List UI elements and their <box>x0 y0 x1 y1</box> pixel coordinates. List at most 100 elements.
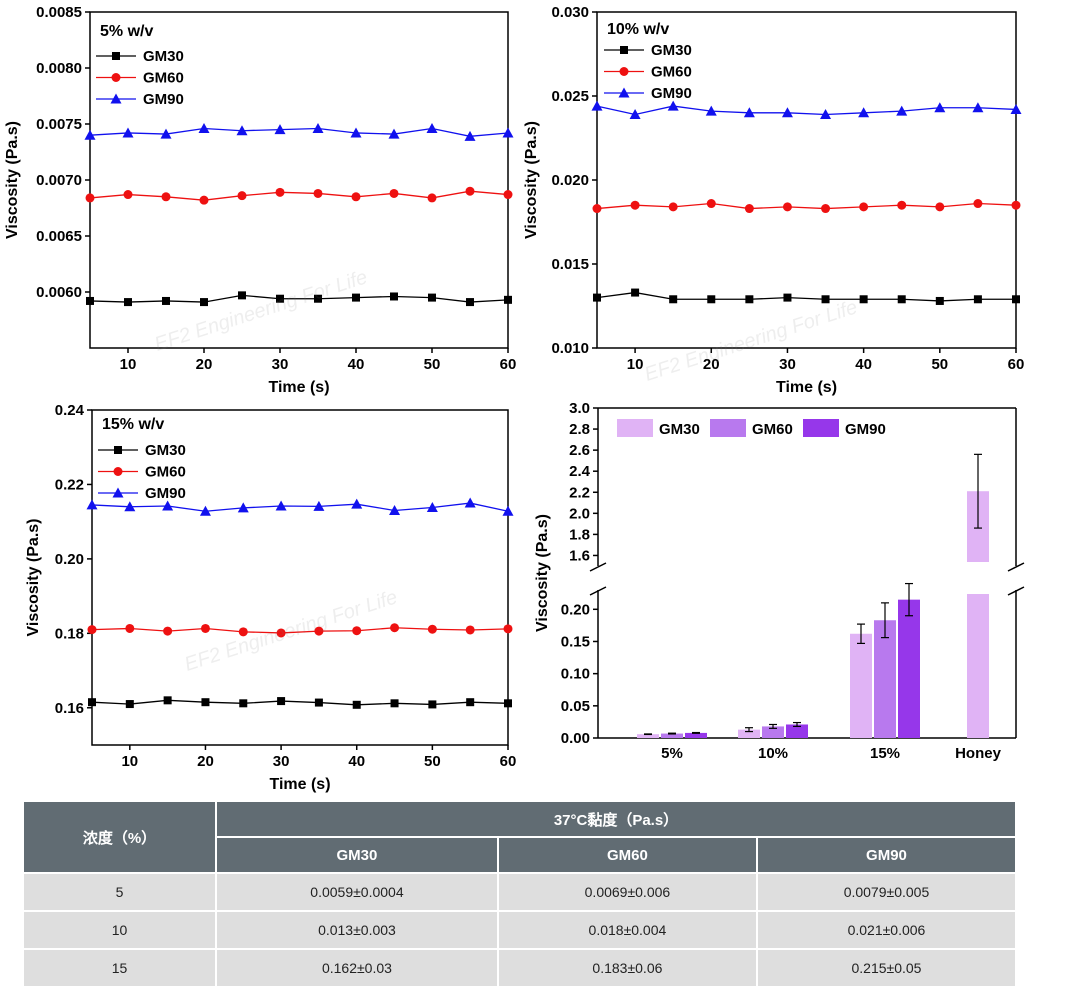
data-point <box>504 699 512 708</box>
data-point <box>426 502 438 513</box>
data-point <box>88 698 96 707</box>
y-axis-label: Viscosity (Pa.s) <box>523 121 540 239</box>
x-tick-label: 30 <box>779 356 796 373</box>
data-point <box>669 295 678 304</box>
data-point <box>163 626 173 636</box>
series-line-gm60 <box>596 202 1017 210</box>
data-point <box>428 293 436 302</box>
data-point <box>276 628 286 638</box>
data-point <box>238 627 248 637</box>
x-tick-label: 20 <box>196 356 213 373</box>
legend-label: GM90 <box>651 85 692 102</box>
data-point <box>934 102 946 113</box>
data-point <box>85 193 95 203</box>
x-tick-label: Honey <box>955 745 1002 762</box>
table-cell: 0.018±0.004 <box>498 910 756 948</box>
data-point <box>162 500 174 511</box>
y-tick-label: 0.025 <box>551 88 589 105</box>
data-point <box>200 623 210 633</box>
x-axis-label: Time (s) <box>776 379 837 396</box>
data-point <box>706 199 716 209</box>
y-tick-label: 1.8 <box>569 526 590 543</box>
legend-swatch <box>617 419 653 437</box>
legend-marker <box>111 73 121 82</box>
x-tick-label: 50 <box>931 356 948 373</box>
legend-marker <box>619 67 629 76</box>
bar-honey-lower <box>967 594 989 738</box>
table-cell: 0.183±0.06 <box>498 948 756 986</box>
data-point <box>237 191 247 201</box>
figure-canvas: 10 20 30 40 50 600.00600.00650.00700.00750.00… <box>4 4 1025 793</box>
legend-marker <box>620 46 628 54</box>
data-point <box>86 296 94 305</box>
series-line-gm60 <box>91 627 509 634</box>
x-tick-label: 60 <box>500 753 517 770</box>
data-point <box>427 624 437 634</box>
data-point <box>160 128 172 139</box>
header-gm30: GM30 <box>217 838 497 872</box>
y-tick-label: 0.0070 <box>36 172 82 189</box>
bar-gm60 <box>661 733 683 738</box>
data-point <box>502 505 514 516</box>
table-cell: 0.013±0.003 <box>217 910 497 948</box>
x-tick-label: 20 <box>703 356 720 373</box>
y-tick-label: 0.0080 <box>36 60 82 77</box>
legend-label: GM90 <box>845 421 886 438</box>
data-point <box>935 296 944 305</box>
data-point <box>1012 295 1020 304</box>
y-tick-label: 0.00 <box>561 730 590 747</box>
data-point <box>238 291 246 300</box>
table-cell: 0.0079±0.005 <box>757 872 1015 910</box>
bar-gm30 <box>637 734 659 738</box>
data-point <box>389 505 401 515</box>
data-point <box>275 187 285 197</box>
data-point <box>935 202 945 212</box>
data-point <box>593 293 601 302</box>
data-point <box>972 102 984 113</box>
table-cell: 0.162±0.03 <box>217 948 497 986</box>
y-tick-label: 0.10 <box>561 666 590 683</box>
data-point <box>390 623 400 633</box>
legend-label: GM60 <box>145 464 186 481</box>
viscosity-table: 浓度（%） 37°C黏度（Pa.s） GM30 GM60 GM90 5 0.00… <box>22 802 1017 986</box>
y-tick-label: 0.030 <box>551 4 589 21</box>
data-point <box>592 204 602 214</box>
data-point <box>859 295 868 304</box>
bar-gm90 <box>898 599 920 738</box>
legend-label: GM30 <box>143 48 184 65</box>
data-point <box>466 698 475 707</box>
y-tick-label: 0.0075 <box>36 116 82 133</box>
axis-break-left <box>589 562 607 572</box>
bar-gm30 <box>850 633 872 738</box>
y-axis-label: Viscosity (Pa.s) <box>25 519 42 637</box>
data-point <box>274 124 286 135</box>
data-point <box>199 195 209 205</box>
data-point <box>236 125 248 136</box>
data-point <box>275 500 287 511</box>
x-tick-label: 60 <box>1008 356 1025 373</box>
legend-label: GM30 <box>659 421 700 438</box>
axis-break-left <box>589 586 607 596</box>
x-tick-label: 10 <box>627 356 644 373</box>
table-cell: 15 <box>24 948 215 986</box>
table-cell: 0.0069±0.006 <box>498 872 756 910</box>
data-point <box>781 107 793 118</box>
header-gm60: GM60 <box>498 838 756 872</box>
data-point <box>87 625 97 635</box>
data-point <box>313 500 325 511</box>
x-tick-label: 50 <box>424 753 441 770</box>
data-point <box>897 200 907 210</box>
data-point <box>388 128 400 139</box>
data-point <box>821 295 830 304</box>
data-point <box>896 105 908 116</box>
legend-marker <box>112 52 120 60</box>
data-point <box>352 626 362 636</box>
x-tick-label: 10 <box>120 356 137 373</box>
data-point <box>858 107 870 118</box>
data-point <box>707 295 716 304</box>
data-point <box>705 105 717 116</box>
panel-title: 5% w/v <box>100 23 153 40</box>
x-tick-label: 5% <box>661 745 683 762</box>
plot-frame <box>91 409 509 746</box>
y-tick-label: 2.6 <box>569 442 590 459</box>
